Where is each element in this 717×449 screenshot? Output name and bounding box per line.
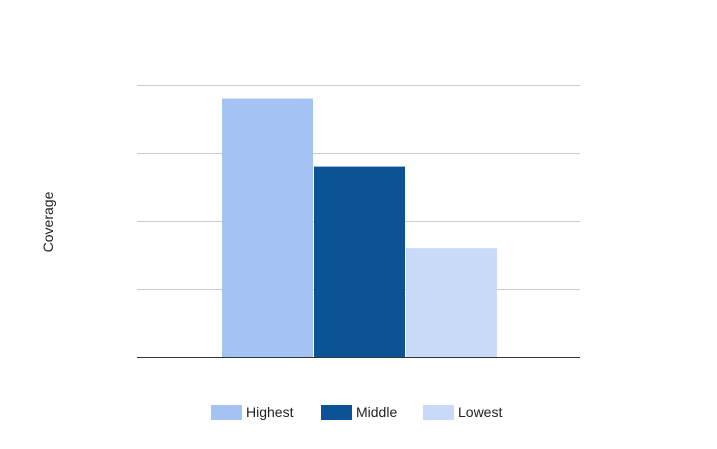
y-axis-label: Coverage bbox=[40, 191, 56, 252]
legend-item-lowest: Lowest bbox=[423, 404, 502, 420]
legend-swatch-highest bbox=[211, 405, 242, 420]
legend-label-middle: Middle bbox=[356, 404, 397, 420]
legend-item-highest: Highest bbox=[211, 404, 294, 420]
legend-label-highest: Highest bbox=[246, 404, 294, 420]
bar-middle bbox=[314, 166, 405, 357]
legend-label-lowest: Lowest bbox=[458, 404, 502, 420]
bars bbox=[222, 98, 497, 357]
legend-swatch-lowest bbox=[423, 405, 454, 420]
legend: Highest Middle Lowest bbox=[211, 404, 502, 420]
bar-lowest bbox=[406, 248, 497, 357]
legend-item-middle: Middle bbox=[321, 404, 397, 420]
legend-swatch-middle bbox=[321, 405, 352, 420]
bar-highest bbox=[222, 98, 313, 357]
